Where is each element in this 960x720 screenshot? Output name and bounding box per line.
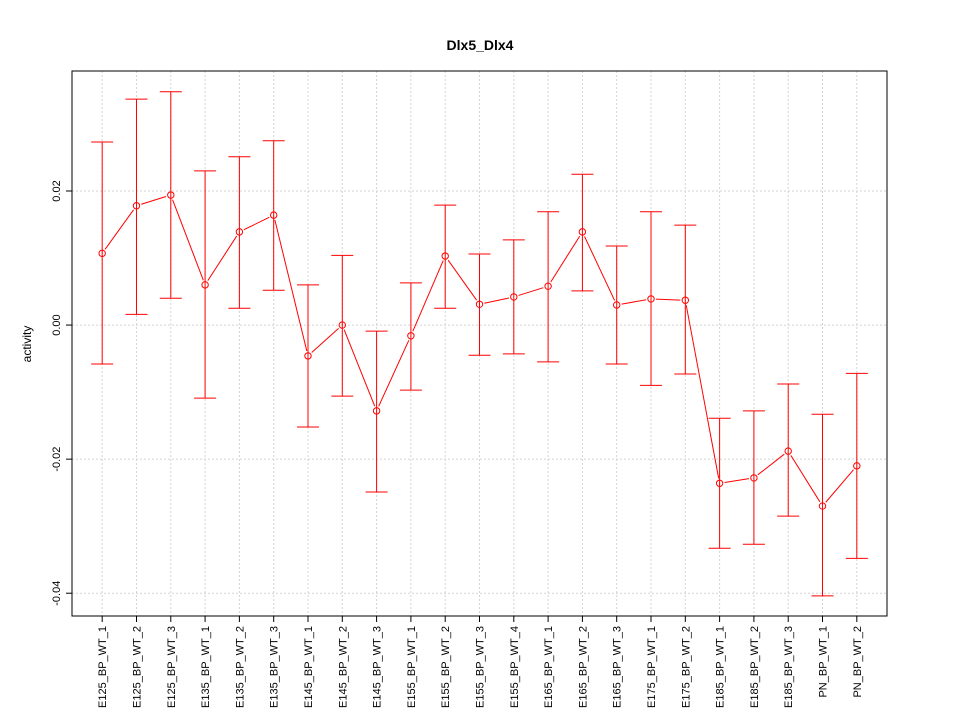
series-line-segment (655, 298, 681, 301)
data-point (372, 407, 381, 415)
series-line-segment (825, 469, 854, 503)
y-tick-label: -0.04 (51, 581, 63, 606)
series-line-segment (243, 216, 270, 231)
x-tick-label: E155_BP_WT_2 (440, 626, 452, 708)
series-line-segment (274, 219, 308, 352)
series-line-segment (311, 328, 339, 353)
series-line-segment (685, 305, 720, 479)
series-line-segment (550, 235, 581, 283)
data-point (510, 293, 518, 301)
data-point (269, 211, 278, 219)
data-point (578, 228, 587, 236)
x-tick-label: E145_BP_WT_2 (337, 626, 349, 708)
series-line-segment (518, 287, 544, 296)
series-line-segment (790, 455, 821, 503)
x-tick-label: E145_BP_WT_1 (303, 626, 315, 708)
x-tick-label: E125_BP_WT_3 (166, 626, 178, 708)
x-tick-label: E135_BP_WT_3 (269, 626, 281, 708)
x-tick-label: PN_BP_WT_1 (818, 626, 830, 698)
chart-title: Dlx5_Dlx4 (447, 37, 514, 53)
data-point (304, 352, 312, 360)
x-tick-label: E155_BP_WT_4 (509, 626, 521, 708)
series-line-segment (484, 297, 510, 304)
x-tick-label: E135_BP_WT_1 (200, 626, 212, 708)
plot-frame (71, 70, 888, 617)
series-line-segment (104, 209, 134, 250)
data-point (784, 447, 792, 455)
series-line-segment (757, 453, 785, 476)
series-line-segment (584, 236, 616, 301)
x-tick-label: E125_BP_WT_1 (97, 626, 109, 708)
data-point (132, 202, 141, 210)
series-line-segment (141, 196, 167, 205)
series-line-segment (724, 478, 750, 483)
y-axis: -0.04 -0.02 0.00 0.02 (51, 180, 72, 606)
series (91, 91, 868, 597)
x-tick-label: E165_BP_WT_2 (577, 626, 589, 708)
x-axis: E125_BP_WT_1 E125_BP_WT_2 E125_BP_WT_3 E135… (97, 616, 864, 708)
x-tick-label: E175_BP_WT_2 (680, 626, 692, 708)
series-line-segment (172, 199, 204, 281)
x-tick-label: E185_BP_WT_2 (749, 626, 761, 708)
series-line-segment (412, 260, 444, 332)
data-point (750, 474, 758, 482)
x-tick-label: E165_BP_WT_1 (543, 626, 555, 708)
data-point (167, 191, 175, 199)
x-tick-label: E185_BP_WT_1 (715, 626, 727, 708)
data-point (201, 281, 209, 289)
data-point (235, 228, 244, 236)
data-point (407, 332, 415, 340)
series-line-segment (378, 340, 410, 407)
series-line-segment (447, 259, 478, 301)
y-tick-label: -0.02 (51, 447, 63, 472)
y-tick-label: 0.02 (51, 180, 63, 201)
data-point (818, 502, 827, 510)
data-point (613, 301, 621, 309)
data-point (715, 479, 724, 487)
x-tick-label: E175_BP_WT_1 (646, 626, 658, 708)
x-tick-label: E165_BP_WT_3 (612, 626, 624, 708)
series-line-segment (621, 299, 647, 305)
x-tick-label: E155_BP_WT_1 (406, 626, 418, 708)
data-point (647, 295, 655, 303)
y-axis-label: activity (20, 326, 34, 363)
x-tick-label: E185_BP_WT_3 (783, 626, 795, 708)
data-point (681, 296, 690, 304)
series-line-segment (207, 235, 238, 281)
data-point (475, 300, 484, 308)
x-tick-label: E135_BP_WT_2 (234, 626, 246, 708)
data-point (338, 321, 346, 329)
x-tick-label: E155_BP_WT_3 (475, 626, 487, 708)
x-tick-label: PN_BP_WT_2 (852, 626, 864, 698)
data-point (441, 252, 449, 260)
x-tick-label: E125_BP_WT_2 (131, 626, 143, 708)
series-line-segment (343, 329, 376, 407)
data-point (853, 462, 861, 470)
data-point (544, 282, 552, 290)
y-tick-label: 0.00 (51, 314, 63, 335)
x-tick-label: E145_BP_WT_3 (372, 626, 384, 708)
data-point (98, 249, 106, 258)
